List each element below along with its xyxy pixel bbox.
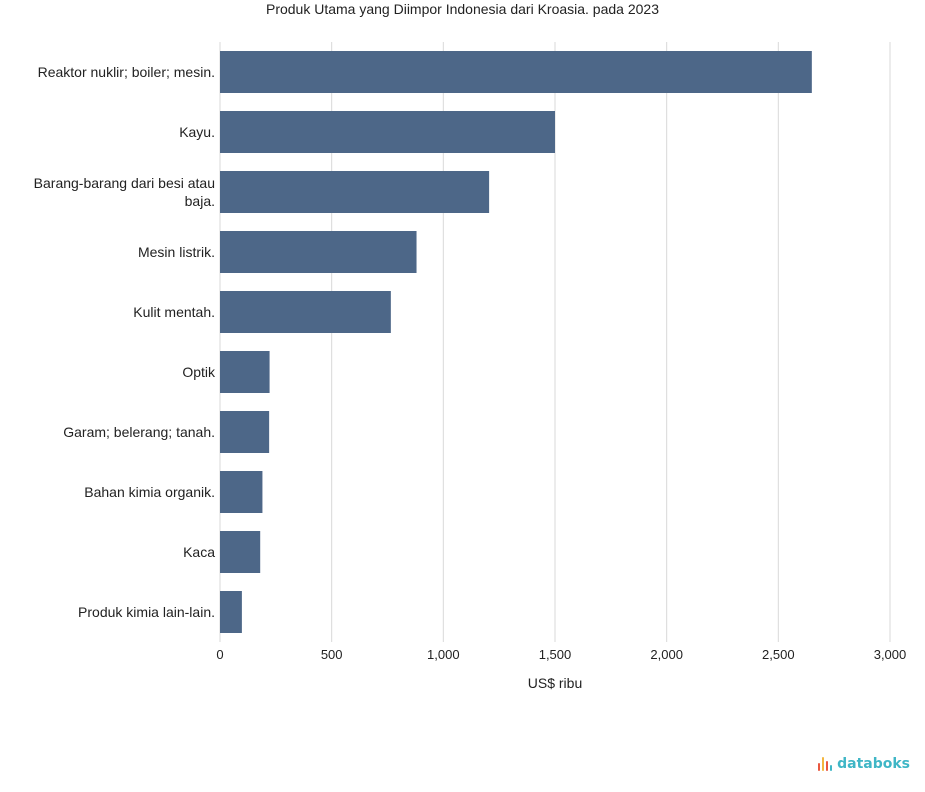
bar[interactable]	[220, 591, 242, 633]
x-axis-label: US$ ribu	[528, 675, 582, 691]
x-tick-label: 2,500	[762, 647, 795, 662]
category-label: Bahan kimia organik.	[84, 484, 215, 500]
x-tick-label: 1,500	[539, 647, 572, 662]
x-tick-label: 0	[216, 647, 223, 662]
x-tick-labels: 0 500 1,000 1,500 2,000 2,500 3,000	[216, 647, 906, 662]
bar[interactable]	[220, 51, 812, 93]
bar[interactable]	[220, 231, 417, 273]
category-label: Reaktor nuklir; boiler; mesin.	[38, 64, 215, 80]
category-label: Kulit mentah.	[133, 304, 215, 320]
category-label: Optik	[182, 364, 216, 380]
category-label: Kayu.	[179, 124, 215, 140]
bars	[220, 51, 812, 633]
category-labels: Reaktor nuklir; boiler; mesin. Kayu. Baran…	[34, 64, 216, 620]
category-label: Garam; belerang; tanah.	[63, 424, 215, 440]
bar[interactable]	[220, 291, 391, 333]
bar[interactable]	[220, 171, 490, 213]
category-label: Mesin listrik.	[138, 244, 215, 260]
databoks-logo-text: databoks	[837, 756, 910, 772]
x-tick-label: 1,000	[427, 647, 460, 662]
category-label: Kaca	[183, 544, 215, 560]
bar[interactable]	[220, 531, 261, 573]
x-tick-label: 2,000	[650, 647, 683, 662]
bar[interactable]	[220, 351, 270, 393]
x-tick-label: 3,000	[874, 647, 907, 662]
databoks-logo: databoks	[818, 756, 910, 772]
category-label: Barang-barang dari besi atau baja.	[34, 175, 215, 209]
bar[interactable]	[220, 411, 270, 453]
databoks-logo-icon	[818, 757, 834, 771]
chart-title: Produk Utama yang Diimpor Indonesia dari…	[265, 1, 659, 17]
category-label: Produk kimia lain-lain.	[78, 604, 215, 620]
x-tick-label: 500	[321, 647, 343, 662]
bar[interactable]	[220, 471, 263, 513]
bar[interactable]	[220, 111, 555, 153]
